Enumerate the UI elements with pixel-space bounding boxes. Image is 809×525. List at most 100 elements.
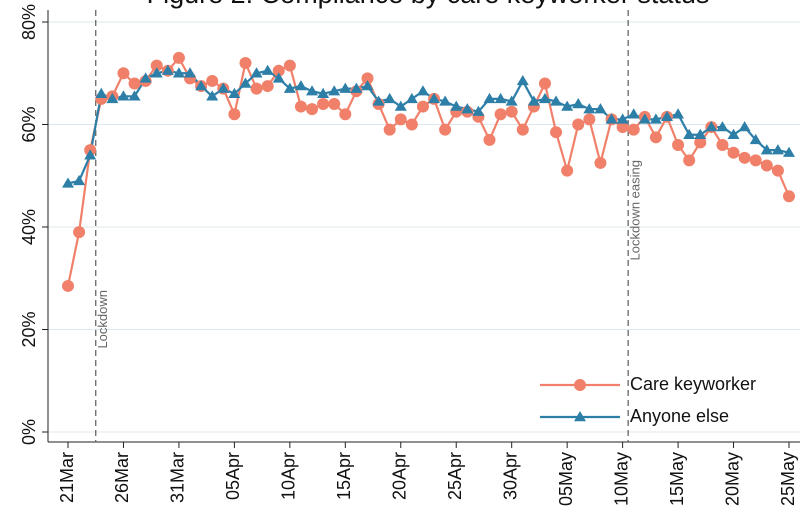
circle-marker [117, 67, 130, 80]
triangle-marker [572, 98, 585, 109]
triangle-marker [416, 85, 429, 96]
triangle-marker [683, 128, 696, 139]
triangle-marker [117, 90, 130, 101]
circle-marker [483, 133, 496, 146]
circle-marker [683, 154, 696, 167]
triangle-marker [184, 67, 197, 78]
triangle-marker [228, 87, 241, 98]
circle-marker [128, 77, 141, 90]
circle-marker [328, 98, 341, 110]
triangle-marker [527, 95, 540, 106]
y-tick-label: 60% [19, 106, 39, 142]
circle-marker [250, 82, 263, 95]
triangle-marker [161, 64, 174, 75]
y-tick-label: 40% [19, 209, 39, 245]
triangle-marker [716, 121, 729, 132]
circle-marker [228, 108, 241, 121]
triangle-marker [472, 105, 485, 116]
triangle-marker [95, 87, 108, 98]
circle-marker [649, 131, 662, 144]
triangle-marker [217, 82, 230, 93]
triangle-marker [172, 67, 185, 78]
triangle-marker [328, 85, 341, 96]
circle-marker [172, 51, 185, 64]
triangle-marker [272, 72, 285, 83]
circle-marker [583, 113, 596, 126]
triangle-marker [339, 82, 352, 93]
circle-marker [672, 139, 685, 151]
y-tick-label: 80% [19, 4, 39, 40]
circle-marker [771, 164, 784, 177]
triangle-marker [738, 121, 751, 132]
triangle-marker [516, 74, 529, 86]
triangle-marker [383, 92, 396, 104]
legend-label: Anyone else [630, 406, 729, 426]
circle-marker [561, 164, 574, 177]
triangle-marker [150, 67, 163, 78]
triangle-marker [594, 103, 607, 114]
x-tick-label: 05Apr [223, 452, 243, 500]
circle-marker [783, 190, 795, 203]
x-tick-label: 31Mar [168, 452, 188, 503]
triangle-marker [62, 177, 74, 188]
triangle-marker [727, 128, 740, 139]
circle-marker [694, 136, 707, 149]
circle-marker [283, 59, 296, 72]
triangle-marker [771, 144, 784, 155]
triangle-marker [206, 90, 219, 101]
circle-marker [516, 123, 529, 136]
x-tick-label: 26Mar [112, 452, 132, 503]
x-tick-label: 25May [778, 452, 798, 506]
triangle-marker [550, 95, 563, 106]
circle-marker [716, 139, 729, 151]
circle-marker [294, 100, 307, 113]
circle-marker [538, 77, 551, 90]
circle-marker [306, 103, 319, 116]
circle-marker [261, 80, 274, 93]
triangle-marker [239, 77, 252, 88]
circle-marker [272, 64, 285, 77]
x-tick-label: 30Apr [500, 452, 520, 500]
triangle-marker [783, 146, 795, 157]
triangle-marker [760, 144, 773, 155]
series-line [67, 69, 790, 185]
triangle-marker [306, 85, 319, 96]
circle-marker [150, 59, 163, 72]
triangle-marker [616, 113, 629, 124]
triangle-marker [749, 133, 762, 145]
legend-label: Care keyworker [630, 374, 756, 394]
x-tick-label: 21Mar [57, 452, 77, 503]
triangle-marker [538, 92, 551, 104]
triangle-marker [73, 174, 86, 186]
x-tick-label: 20May [722, 452, 742, 506]
triangle-marker [106, 92, 119, 104]
x-tick-label: 15May [667, 452, 687, 506]
triangle-marker [494, 92, 507, 104]
triangle-marker [583, 103, 596, 114]
triangle-marker [649, 113, 662, 124]
circle-marker [416, 100, 429, 113]
series-line [66, 55, 791, 287]
triangle-marker [372, 95, 385, 106]
triangle-marker [283, 82, 296, 93]
circle-marker [574, 379, 586, 391]
circle-marker [738, 151, 751, 164]
circle-marker [206, 74, 219, 87]
circle-marker [749, 154, 762, 167]
circle-marker [572, 118, 585, 131]
triangle-marker [439, 95, 452, 106]
triangle-marker [361, 80, 374, 91]
triangle-marker [461, 103, 474, 114]
y-tick-label: 20% [19, 311, 39, 347]
triangle-marker [660, 110, 673, 122]
triangle-marker [574, 411, 586, 422]
triangle-marker [561, 100, 574, 111]
x-tick-label: 20Apr [390, 452, 410, 500]
chart-title: Figure 2: Compliance by care keyworker s… [147, 0, 710, 9]
y-tick-label: 0% [19, 419, 39, 445]
circle-marker [73, 226, 86, 239]
triangle-marker [605, 113, 618, 124]
circle-marker [616, 121, 629, 134]
circle-marker [494, 108, 507, 121]
triangle-marker [250, 67, 263, 78]
